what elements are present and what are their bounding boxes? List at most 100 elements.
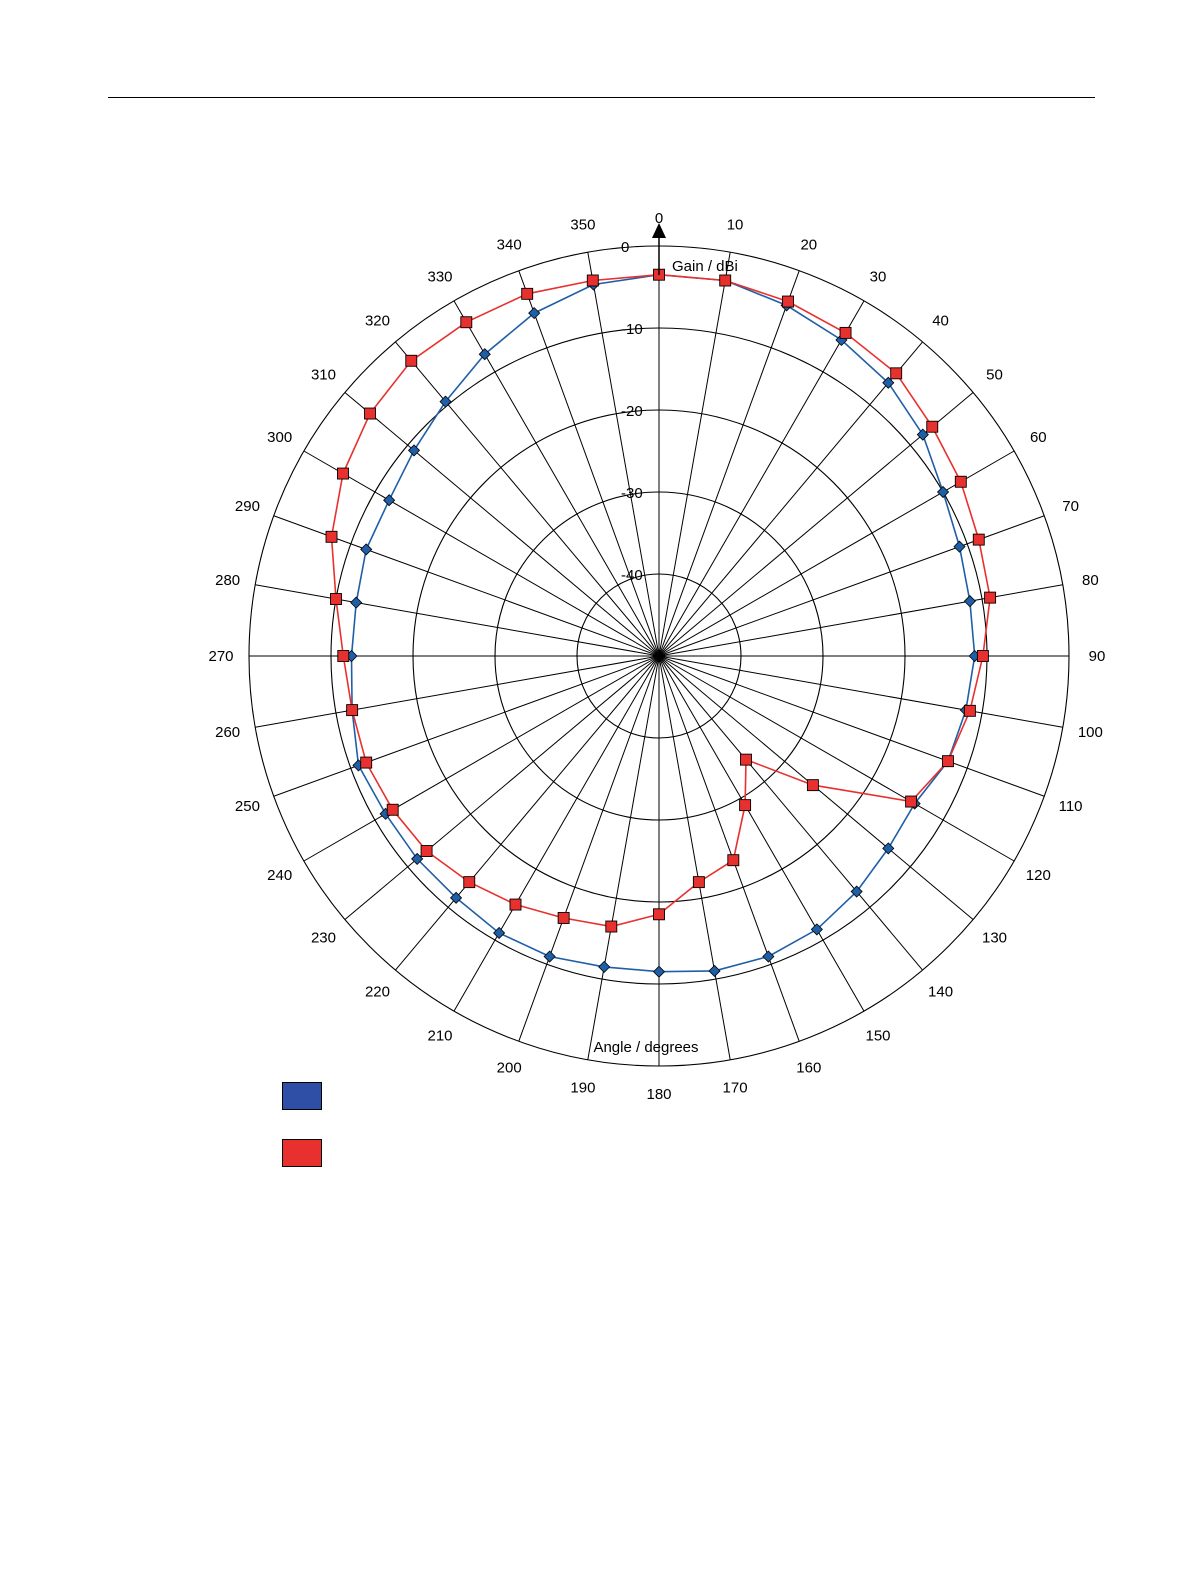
data-point bbox=[963, 595, 976, 608]
gain-axis-label: Gain / dBi bbox=[672, 258, 738, 275]
angle-tick-label: 160 bbox=[796, 1060, 821, 1077]
data-point bbox=[740, 753, 752, 766]
grid-spoke bbox=[344, 655, 660, 920]
angle-tick-label: 350 bbox=[570, 217, 595, 234]
angle-tick-label: 330 bbox=[427, 269, 452, 286]
data-point bbox=[350, 596, 363, 609]
angle-tick-label: 60 bbox=[1030, 429, 1047, 446]
angle-tick-label: 200 bbox=[497, 1060, 522, 1077]
label-layer: 0 -10 -20 -30 -40 0 10 20 30 40 50 60 70 80 90 100 110 12… bbox=[208, 210, 1105, 1103]
data-point bbox=[905, 795, 918, 808]
angle-tick-label: 280 bbox=[215, 572, 240, 589]
angle-tick-label: 240 bbox=[267, 867, 292, 884]
data-point bbox=[605, 920, 618, 933]
angle-tick-label: 30 bbox=[870, 269, 887, 286]
series-red bbox=[325, 268, 997, 933]
r-tick-label: -30 bbox=[621, 485, 643, 502]
data-point bbox=[936, 485, 950, 499]
angle-tick-label: 90 bbox=[1089, 648, 1106, 665]
data-point bbox=[953, 540, 966, 553]
grid-spoke bbox=[518, 655, 660, 1042]
legend-swatch-red bbox=[282, 1139, 322, 1167]
grid-spoke bbox=[587, 252, 660, 657]
angle-tick-label: 250 bbox=[235, 798, 260, 815]
grid-spoke bbox=[658, 300, 865, 657]
data-point bbox=[411, 852, 424, 865]
r-tick-label: -40 bbox=[621, 567, 643, 584]
angle-tick-label: 190 bbox=[570, 1079, 595, 1096]
data-point bbox=[739, 799, 752, 812]
angle-tick-label: 10 bbox=[727, 217, 744, 234]
data-point bbox=[882, 842, 895, 855]
data-point bbox=[528, 307, 541, 320]
data-point bbox=[337, 467, 349, 480]
grid-spoke bbox=[395, 655, 660, 971]
grid-spoke bbox=[255, 584, 660, 657]
data-point bbox=[405, 354, 418, 367]
angle-tick-label: 80 bbox=[1082, 572, 1099, 589]
data-point bbox=[478, 348, 491, 361]
grid-spoke bbox=[658, 655, 800, 1042]
angle-tick-label: 320 bbox=[365, 312, 390, 329]
data-point bbox=[557, 912, 570, 924]
grid-spoke bbox=[658, 584, 1063, 657]
data-point bbox=[450, 891, 463, 904]
angle-tick-label: 210 bbox=[427, 1027, 452, 1044]
grid-spoke bbox=[658, 655, 1045, 797]
angle-tick-label: 180 bbox=[646, 1086, 671, 1103]
data-point bbox=[360, 543, 373, 556]
data-point bbox=[882, 376, 895, 389]
angle-tick-label: 300 bbox=[267, 429, 292, 446]
data-point bbox=[984, 591, 997, 604]
angle-tick-label: 230 bbox=[311, 930, 336, 947]
polar-grid bbox=[248, 245, 1070, 1067]
angle-tick-label: 310 bbox=[311, 366, 336, 383]
angle-tick-label: 100 bbox=[1078, 724, 1103, 741]
angle-tick-label: 260 bbox=[215, 724, 240, 741]
data-point bbox=[463, 876, 476, 889]
angle-tick-label: 170 bbox=[723, 1079, 748, 1096]
data-point bbox=[692, 876, 705, 889]
data-point bbox=[916, 428, 929, 441]
r-tick-label: -20 bbox=[621, 403, 643, 420]
data-point bbox=[727, 854, 740, 867]
grid-spoke bbox=[658, 655, 923, 971]
page-top-rule bbox=[108, 97, 1095, 98]
data-point bbox=[509, 898, 522, 911]
data-point bbox=[972, 533, 985, 546]
data-point bbox=[346, 704, 359, 717]
angle-tick-label: 290 bbox=[235, 498, 260, 515]
data-point bbox=[762, 950, 775, 963]
series-line bbox=[350, 273, 976, 973]
data-point bbox=[850, 885, 863, 898]
gain-axis-arrow bbox=[652, 223, 666, 275]
grid-spoke bbox=[344, 392, 660, 657]
angle-tick-label: 150 bbox=[865, 1027, 890, 1044]
angle-tick-label: 110 bbox=[1059, 798, 1083, 815]
grid-spoke bbox=[273, 655, 660, 797]
data-point bbox=[337, 650, 350, 662]
angle-tick-label: 40 bbox=[932, 312, 949, 329]
data-point bbox=[460, 316, 473, 329]
data-point bbox=[653, 908, 665, 921]
r-tick-label: 0 bbox=[621, 239, 629, 256]
grid-spoke bbox=[658, 655, 1015, 862]
angle-tick-label: 120 bbox=[1026, 867, 1051, 884]
angle-tick-label: 340 bbox=[497, 236, 522, 253]
angle-tick-label: 130 bbox=[982, 930, 1007, 947]
series-blue bbox=[345, 268, 981, 978]
data-point bbox=[598, 960, 611, 973]
grid-spoke bbox=[658, 252, 731, 657]
grid-spoke bbox=[255, 655, 660, 728]
grid-spoke bbox=[395, 341, 660, 657]
grid-spoke bbox=[518, 270, 660, 657]
grid-spoke bbox=[303, 450, 660, 657]
grid-spoke bbox=[658, 270, 800, 657]
grid-spoke bbox=[273, 515, 660, 657]
angle-tick-label: 140 bbox=[928, 984, 953, 1001]
data-point bbox=[782, 295, 794, 308]
r-tick-label: -10 bbox=[621, 321, 643, 338]
data-point bbox=[954, 475, 967, 488]
grid-spoke bbox=[658, 341, 923, 657]
angle-tick-label: 50 bbox=[986, 366, 1003, 383]
